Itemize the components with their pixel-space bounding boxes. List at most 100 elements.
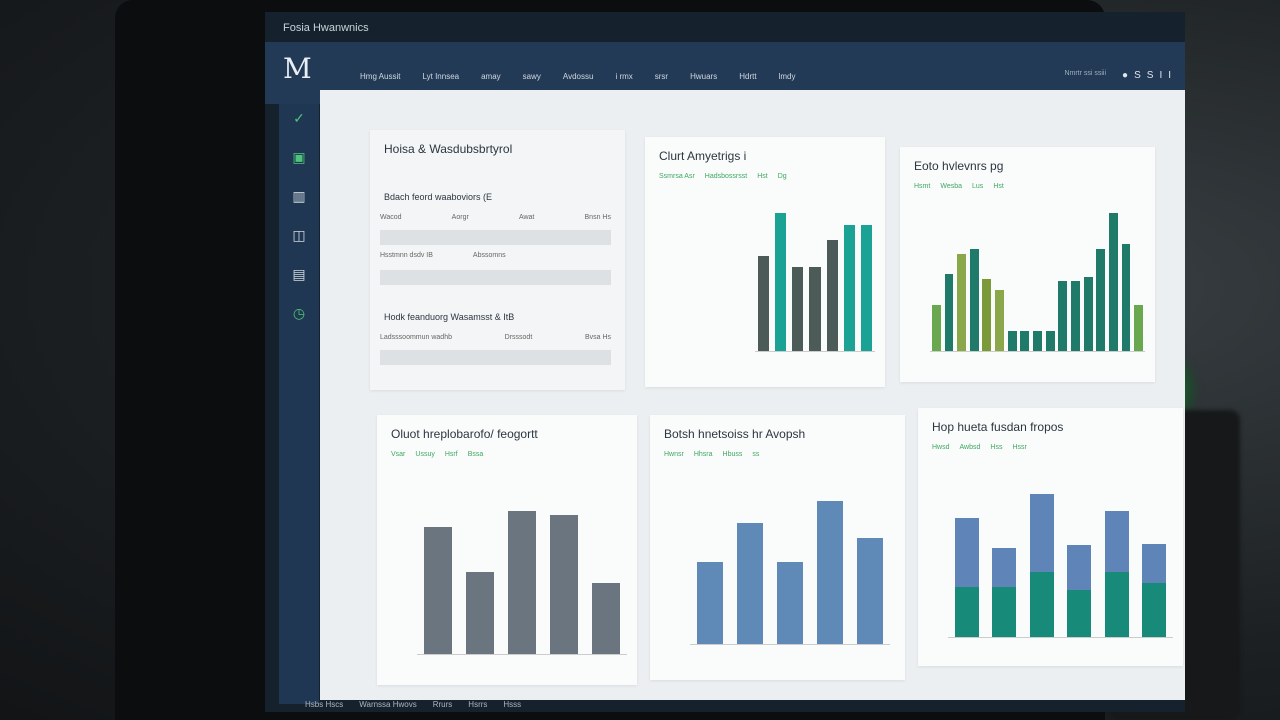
card-title: Hoisa & Wasdubsbrtyrol — [384, 142, 513, 156]
bar — [1108, 212, 1118, 351]
card-title: Oluot hreplobarofo/ feogortt — [391, 427, 538, 441]
legend-item: Ssmrsa Asr — [659, 173, 695, 180]
user-label: Nmrtr ssi ssiii — [1064, 70, 1107, 77]
table-row[interactable] — [380, 350, 611, 365]
check-icon[interactable]: ✓ — [293, 110, 305, 126]
legend: Hwnsr Hhsra Hbuss ss — [664, 451, 759, 458]
box-icon[interactable]: ◫ — [292, 227, 306, 243]
bar-segment — [1067, 590, 1092, 637]
legend-item: Wesba — [940, 183, 963, 190]
more-icon[interactable]: I — [1168, 70, 1171, 81]
settings-icon[interactable]: S — [1134, 70, 1141, 81]
legend-item: Ussuy — [415, 451, 435, 458]
bar — [826, 239, 838, 351]
bar — [592, 582, 620, 654]
table-row: Ladsssoommun wadhb Drsssodt Bvsa Hs — [380, 334, 611, 341]
bar-segment — [954, 586, 979, 637]
footer: Hsbs Hscs Warnssa Hwovs Rrurs Hsrrs Hsss — [305, 700, 521, 709]
clock-icon[interactable]: ◷ — [292, 305, 306, 321]
nav-item[interactable]: i rmx — [615, 72, 633, 81]
bar — [1134, 304, 1144, 351]
bar — [550, 514, 578, 654]
legend-item: Hsmt — [914, 183, 931, 190]
bar — [1020, 330, 1030, 351]
bar — [860, 225, 872, 351]
summary-card: Hoisa & Wasdubsbrtyrol Bdach feord waabo… — [370, 130, 625, 390]
nav-item[interactable]: Hwuars — [690, 72, 718, 81]
legend-item: Hwsd — [932, 444, 950, 451]
bar-segment — [1142, 544, 1167, 584]
legend-item: Hssr — [1012, 444, 1027, 451]
bar — [466, 572, 494, 654]
nav-item[interactable]: amay — [481, 72, 501, 81]
legend-item: Dg — [777, 173, 787, 180]
bar — [944, 274, 954, 351]
nav-item[interactable]: Avdossu — [562, 72, 594, 81]
chart-icon[interactable]: ▥ — [292, 188, 306, 204]
table-row[interactable] — [380, 270, 611, 285]
sync-icon[interactable]: S — [1146, 70, 1154, 81]
bar — [843, 225, 855, 351]
bar — [995, 289, 1004, 351]
sidebar: ✓ ▣ ▥ ◫ ▤ ◷ — [279, 104, 319, 704]
user-icon[interactable]: ● — [1122, 70, 1129, 81]
section-title: Hodk feanduorg Wasamsst & ItB — [384, 312, 515, 322]
bar-segment — [1067, 545, 1092, 591]
legend-item: Hhsra — [693, 451, 713, 458]
bar-segment — [1029, 494, 1054, 573]
table-row: Hsstmnn dsdv IB Abssomns — [380, 252, 611, 259]
section-title: Bdach feord waaboviors (E — [384, 192, 493, 202]
bar-chart — [417, 505, 627, 655]
cell: Bnsn Hs — [584, 214, 611, 221]
legend-item: Hss — [990, 444, 1003, 451]
chart-card: Oluot hreplobarofo/ feogortt Vsar Ussuy Hs… — [377, 415, 637, 685]
chart-card: Clurt Amyetrigs i Ssmrsa Asr Hadsbossrsst… — [645, 137, 885, 387]
bar — [982, 279, 992, 351]
bar — [1058, 281, 1068, 351]
menu-icon[interactable]: I — [1159, 70, 1163, 81]
bar — [817, 501, 843, 644]
bar — [758, 256, 770, 351]
bar — [792, 267, 804, 351]
bar — [857, 537, 883, 644]
bar — [737, 522, 763, 644]
bar — [957, 253, 967, 351]
top-right: Nmrtr ssi ssiii ● S S I I — [1064, 70, 1171, 81]
stacked-bar-chart — [948, 488, 1173, 638]
legend-item: Hbuss — [722, 451, 743, 458]
nav-item[interactable]: sawy — [522, 72, 541, 81]
table-row[interactable] — [380, 230, 611, 245]
legend-item: Lus — [972, 183, 984, 190]
bar — [969, 248, 979, 351]
nav-item[interactable]: Hmg Aussit — [360, 72, 401, 81]
chart-card: Hop hueta fusdan fropos Hwsd Awbsd Hss Hssr — [918, 408, 1183, 666]
legend: Hsmt Wesba Lus Hst — [914, 183, 1004, 190]
table-header: Wacod Aorgr Awat Bnsn Hs — [380, 214, 611, 221]
legend-item: Bssa — [467, 451, 484, 458]
cell: Wacod — [380, 214, 402, 221]
bar-segment — [992, 547, 1017, 587]
bar-segment — [1104, 510, 1129, 573]
book-icon[interactable]: ▤ — [292, 266, 306, 282]
legend-item: ss — [752, 451, 760, 458]
bar — [508, 511, 536, 654]
bar-chart — [755, 207, 875, 352]
cell: Bvsa Hs — [584, 334, 611, 341]
main-content: Hoisa & Wasdubsbrtyrol Bdach feord waabo… — [320, 90, 1185, 700]
bar-segment — [992, 586, 1017, 637]
calendar-icon[interactable]: ▣ — [292, 149, 306, 165]
footer-text: Hsrrs — [468, 700, 488, 709]
bar — [809, 267, 821, 351]
nav-item[interactable]: srsr — [654, 72, 669, 81]
cell: Awat — [518, 214, 535, 221]
nav-item[interactable]: lmdy — [778, 72, 796, 81]
card-title: Hop hueta fusdan fropos — [932, 420, 1064, 434]
legend-item: Hst — [993, 183, 1004, 190]
bar — [424, 526, 452, 654]
bar — [1033, 330, 1042, 351]
nav-item[interactable]: Lyt Innsea — [422, 72, 460, 81]
nav-item[interactable]: Hdrtt — [739, 72, 757, 81]
legend-item: Vsar — [391, 451, 406, 458]
legend: Hwsd Awbsd Hss Hssr — [932, 444, 1027, 451]
footer-text: Rrurs — [432, 700, 453, 709]
